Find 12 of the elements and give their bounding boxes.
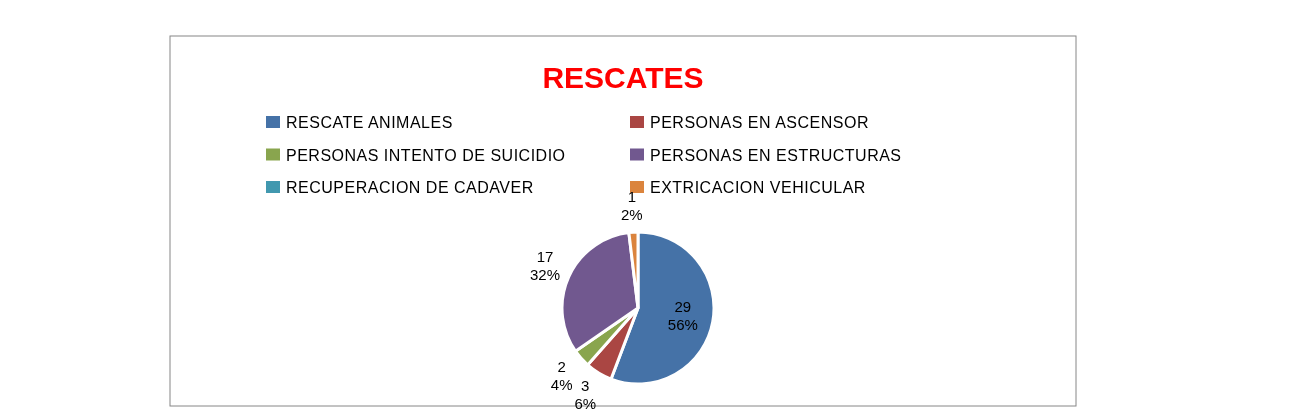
legend-label: RESCATE ANIMALES bbox=[286, 114, 453, 131]
data-label: 1 2% bbox=[621, 188, 643, 224]
legend-label: RECUPERACION DE CADAVER bbox=[286, 179, 534, 196]
chart-title: RESCATES bbox=[542, 61, 704, 94]
legend-label: PERSONAS EN ESTRUCTURAS bbox=[650, 146, 902, 164]
data-label: 3 6% bbox=[574, 377, 597, 413]
legend-label: PERSONAS EN ASCENSOR bbox=[650, 114, 869, 131]
data-label: 2 4% bbox=[550, 357, 573, 393]
data-label: 29 56% bbox=[667, 298, 698, 334]
legend-label: EXTRICACION VEHICULAR bbox=[650, 179, 866, 196]
data-label: 17 32% bbox=[529, 248, 560, 284]
legend-label: PERSONAS INTENTO DE SUICIDIO bbox=[286, 146, 566, 164]
